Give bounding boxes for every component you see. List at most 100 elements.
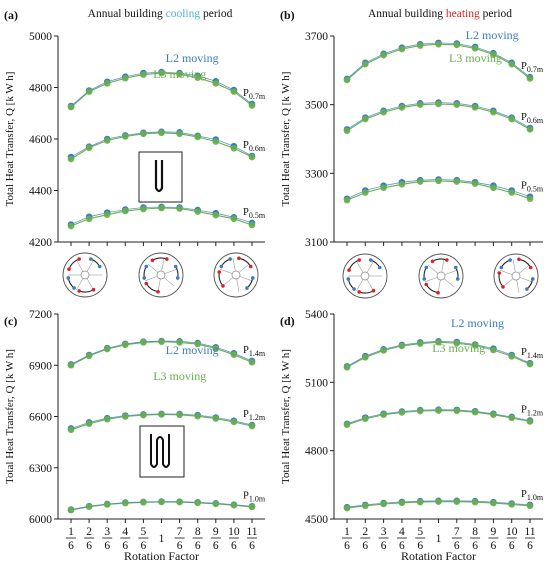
data-point-l3 <box>526 75 534 82</box>
schematic-inner-circle <box>156 270 166 280</box>
series-p-label-sub: 0.7m <box>249 92 266 101</box>
x-tick-label-denominator: 6 <box>249 540 255 552</box>
schematic-spoke <box>163 277 175 287</box>
data-point-l3 <box>490 346 497 354</box>
series-p-label-sub: 1.2m <box>527 409 544 418</box>
u-pipe-frame <box>138 151 183 203</box>
data-point-l3 <box>362 60 369 68</box>
data-point-l3 <box>490 499 497 507</box>
series-group-P0.5m: P0.5m <box>343 176 544 204</box>
x-tick-label-numerator: 5 <box>417 526 423 538</box>
data-point-l3 <box>435 498 442 505</box>
series-label-l3: L3 moving <box>153 67 206 81</box>
x-tick-label-numerator: 11 <box>246 526 257 538</box>
data-point-l3 <box>103 137 111 144</box>
schematic-spoke <box>427 264 439 274</box>
y-tick-label: 7200 <box>29 309 52 321</box>
series-p-label-sub: 0.5m <box>527 185 544 194</box>
data-point-l3 <box>194 412 201 420</box>
schematic-pipe-dot <box>422 277 427 281</box>
data-point-l3 <box>85 420 93 427</box>
schematic-pipe-dot <box>248 264 253 269</box>
data-point-l3 <box>526 418 534 425</box>
x-tick-label-numerator: 5 <box>141 526 147 538</box>
double-u-pipe-schematic <box>139 425 185 478</box>
y-tick-label: 6000 <box>29 514 52 526</box>
data-point-l3 <box>416 42 424 49</box>
data-point-l3 <box>248 102 256 109</box>
y-tick-label: 5400 <box>305 309 328 321</box>
data-point-l3 <box>490 108 497 116</box>
schematic-pipe-dot <box>445 258 449 262</box>
schematic-pipe-dot <box>528 265 533 270</box>
x-tick-label-denominator: 6 <box>454 540 460 552</box>
schematic-outer-circle <box>493 253 539 299</box>
data-point-l3 <box>453 339 461 347</box>
series-p-label-base: P <box>243 207 249 218</box>
schematic-pipe-dot <box>77 257 81 261</box>
x-axis-label: Rotation Factor <box>124 549 199 563</box>
data-point-l3 <box>471 498 479 506</box>
series-p-label-base: P <box>243 409 249 420</box>
schematic-spoke <box>518 264 530 274</box>
schematic-spoke <box>499 269 513 275</box>
x-tick-label-numerator: 11 <box>524 526 535 538</box>
schematic-pipe-dot <box>377 265 382 270</box>
data-point-l3 <box>67 103 75 111</box>
y-tick-label: 6600 <box>29 412 52 424</box>
data-point-l3 <box>380 51 387 59</box>
schematic-spoke <box>86 278 94 290</box>
data-point-l3 <box>508 189 515 196</box>
x-tick-label-denominator: 6 <box>491 540 497 552</box>
y-tick-label: 4400 <box>29 186 52 198</box>
schematic-pipe-dot <box>67 267 71 271</box>
y-tick-label: 4600 <box>29 134 52 146</box>
rotation-schematic-1 <box>62 252 108 298</box>
x-tick-label-numerator: 2 <box>362 526 368 538</box>
data-point-l3 <box>122 207 129 215</box>
data-point-l3 <box>398 409 406 416</box>
data-point-l3 <box>380 411 387 418</box>
chart-title-part: Annual building <box>88 8 166 20</box>
y-axis-label: Total Heat Transfer, Q [k W h] <box>280 349 292 484</box>
data-point-l3 <box>508 115 515 123</box>
schematic-spoke <box>502 278 514 288</box>
schematic-spoke <box>236 278 240 292</box>
data-point-l3 <box>453 498 461 505</box>
schematic-pipe-dot <box>508 258 512 262</box>
data-point-l3 <box>362 415 369 423</box>
series-p-label: P0.7m <box>521 61 544 74</box>
data-point-l3 <box>176 130 183 138</box>
series-p-label-base: P <box>521 489 527 500</box>
data-point-l3 <box>398 104 406 111</box>
schematic-spoke <box>239 276 253 282</box>
x-tick-label-numerator: 9 <box>213 526 219 538</box>
schematic-pipe-dot <box>175 276 180 280</box>
data-point-l3 <box>508 501 515 508</box>
data-point-l3 <box>85 88 93 95</box>
data-point-l3 <box>103 345 111 353</box>
data-point-l3 <box>471 104 479 111</box>
series-group-P1.2m: P1.2m <box>67 409 266 434</box>
data-point-l3 <box>230 88 238 95</box>
data-point-l3 <box>362 189 369 196</box>
chart-panel-1: (a) Annual building cooling period 4200 440… <box>4 8 266 249</box>
data-point-l3 <box>158 411 165 418</box>
chart-title-part: period <box>200 8 233 20</box>
y-axis-label: Total Heat Transfer, Q [k W h] <box>4 72 16 207</box>
series-p-label: P0.5m <box>243 207 266 220</box>
data-point-l3 <box>248 221 256 229</box>
series-group-P1.4m: P1.4m <box>343 338 544 371</box>
series-p-label-base: P <box>243 88 249 99</box>
data-point-l3 <box>194 133 201 141</box>
series-label-l3: L3 moving <box>449 51 502 65</box>
schematic-pipe-dot <box>357 258 361 262</box>
schematic-decor <box>62 151 539 478</box>
schematic-spoke <box>444 269 458 275</box>
chart-panels: (a) Annual building cooling period4200440… <box>4 8 544 563</box>
schematic-spoke <box>222 277 234 287</box>
schematic-pipe-dot <box>497 271 502 275</box>
data-point-l3 <box>508 414 515 422</box>
schematic-spoke <box>147 263 159 273</box>
